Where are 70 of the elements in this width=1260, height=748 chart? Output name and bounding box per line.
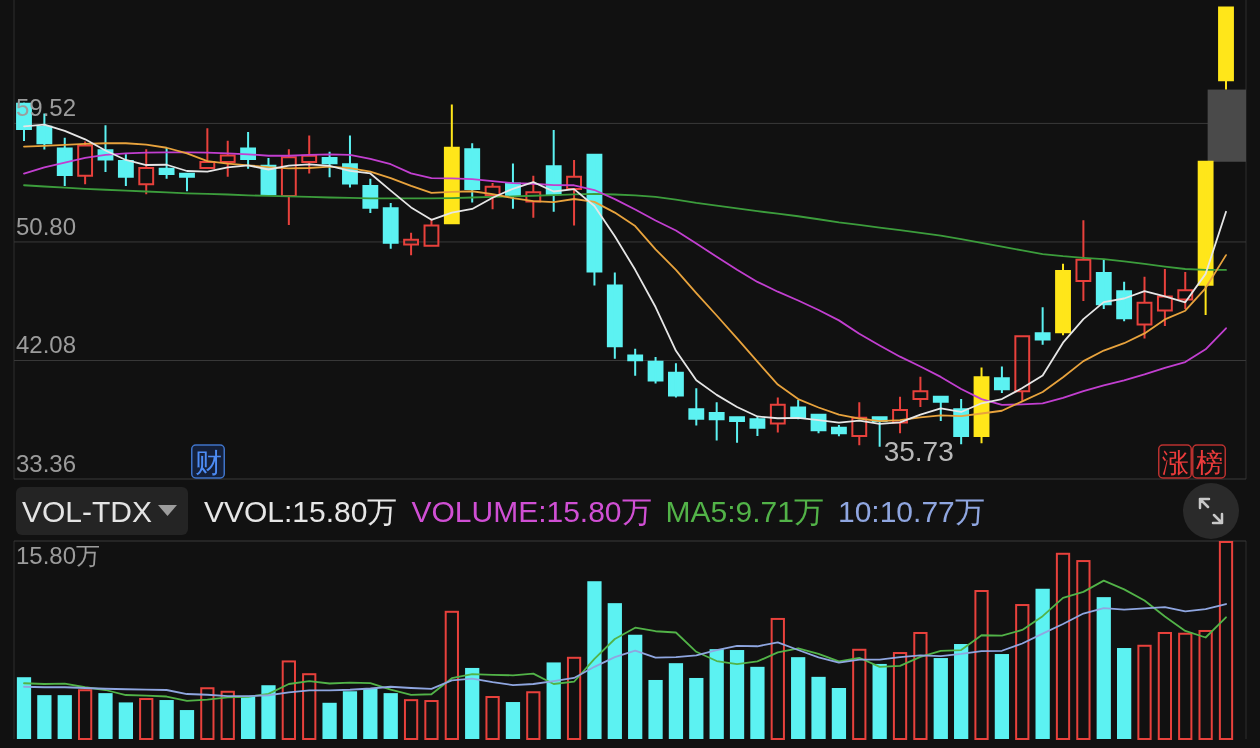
text: MA5:9.71万 <box>665 495 824 528</box>
bar <box>302 673 317 740</box>
bar <box>485 696 500 740</box>
bar <box>770 617 785 740</box>
bar <box>281 660 296 740</box>
bar <box>16 677 32 739</box>
bar <box>139 698 154 740</box>
chart-title: VOL-TDX <box>22 495 153 528</box>
bar <box>1198 629 1213 740</box>
bar <box>465 667 480 739</box>
bar <box>424 700 439 740</box>
bar <box>98 693 113 739</box>
bar <box>668 663 684 739</box>
bar <box>1096 597 1111 739</box>
bar <box>1117 648 1132 739</box>
bar <box>383 693 398 739</box>
bar <box>240 696 256 739</box>
bar <box>750 666 765 739</box>
bar <box>179 710 195 739</box>
y-tick-label: 33.36 <box>16 450 77 477</box>
bar <box>607 603 622 739</box>
y-tick-label: 15.80万 <box>16 542 101 569</box>
bar <box>261 685 276 739</box>
bar <box>913 631 928 740</box>
bar <box>403 699 419 740</box>
bar <box>1137 644 1152 740</box>
bar <box>791 657 806 739</box>
bar <box>689 677 704 739</box>
bar <box>342 691 358 739</box>
bar <box>37 695 52 739</box>
bar <box>872 663 887 739</box>
bar <box>852 648 867 740</box>
bar <box>933 658 948 739</box>
bar <box>57 695 72 739</box>
bar <box>505 702 521 739</box>
legend-title: VVOL:15.80万 <box>204 495 398 528</box>
bar <box>729 650 745 739</box>
bar <box>546 662 561 739</box>
annotation: 35.73 <box>883 435 954 467</box>
bar <box>648 679 663 739</box>
bar <box>1076 560 1091 740</box>
bar <box>709 649 724 739</box>
bar <box>1157 631 1173 740</box>
bar <box>1015 604 1030 740</box>
bar <box>118 702 133 739</box>
text: VOLUME:15.80万 <box>411 495 652 528</box>
bar <box>994 654 1010 739</box>
y-tick-label: 42.08 <box>16 331 77 359</box>
bar <box>1218 541 1234 740</box>
bar <box>526 691 541 740</box>
bar <box>444 610 459 740</box>
bar <box>77 689 93 740</box>
bar <box>363 688 378 739</box>
bar <box>831 688 847 739</box>
bar <box>566 656 582 740</box>
bar <box>1055 552 1071 740</box>
bar <box>811 676 826 739</box>
y-tick-label: 50.80 <box>16 212 77 240</box>
bar <box>1178 632 1193 740</box>
bar <box>220 690 235 740</box>
text: 10:10.77万 <box>837 495 985 528</box>
bar <box>200 687 215 740</box>
bar <box>322 702 337 739</box>
bar <box>974 590 989 740</box>
bar <box>1035 588 1050 739</box>
bar <box>892 652 908 740</box>
bar <box>159 700 174 739</box>
bar <box>954 644 969 739</box>
bar <box>628 634 643 739</box>
bar <box>587 581 602 739</box>
